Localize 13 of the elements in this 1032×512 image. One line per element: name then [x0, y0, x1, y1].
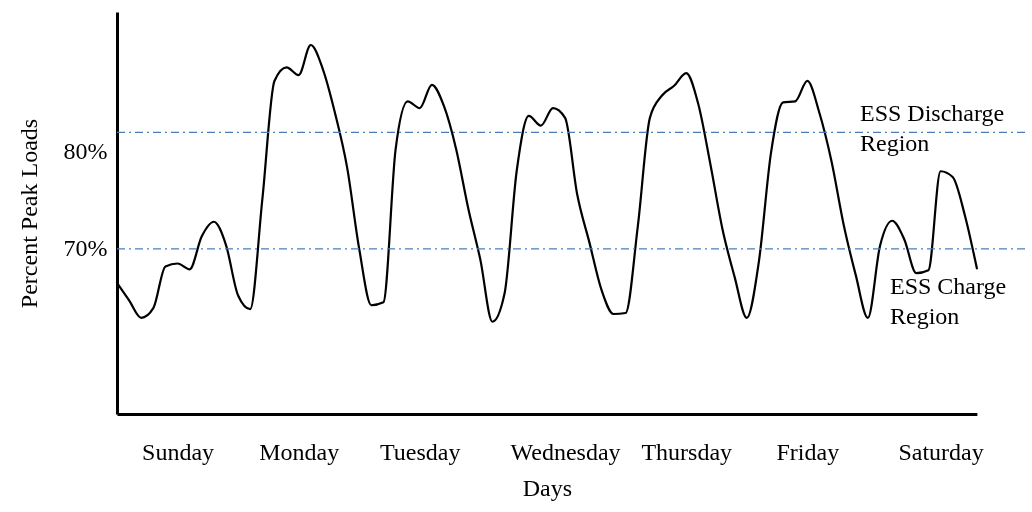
x-tick-label: Sunday [142, 438, 215, 465]
y-tick-label: 70% [63, 235, 108, 262]
x-tick-label: Tuesday [380, 438, 461, 465]
y-axis-title: Percent Peak Loads [15, 118, 42, 309]
y-tick-label: 80% [63, 138, 108, 165]
x-axis-title: Days [522, 474, 573, 501]
x-tick-label: Monday [259, 438, 340, 465]
x-tick-label: Saturday [898, 438, 984, 465]
ref-line-label: ESS Charge Region [890, 272, 1007, 329]
x-tick-label: Wednesday [510, 438, 621, 465]
ref-line-label: ESS Discharge Region [860, 100, 1005, 157]
x-tick-label: Friday [776, 438, 840, 465]
x-tick-label: Thursday [641, 438, 733, 465]
